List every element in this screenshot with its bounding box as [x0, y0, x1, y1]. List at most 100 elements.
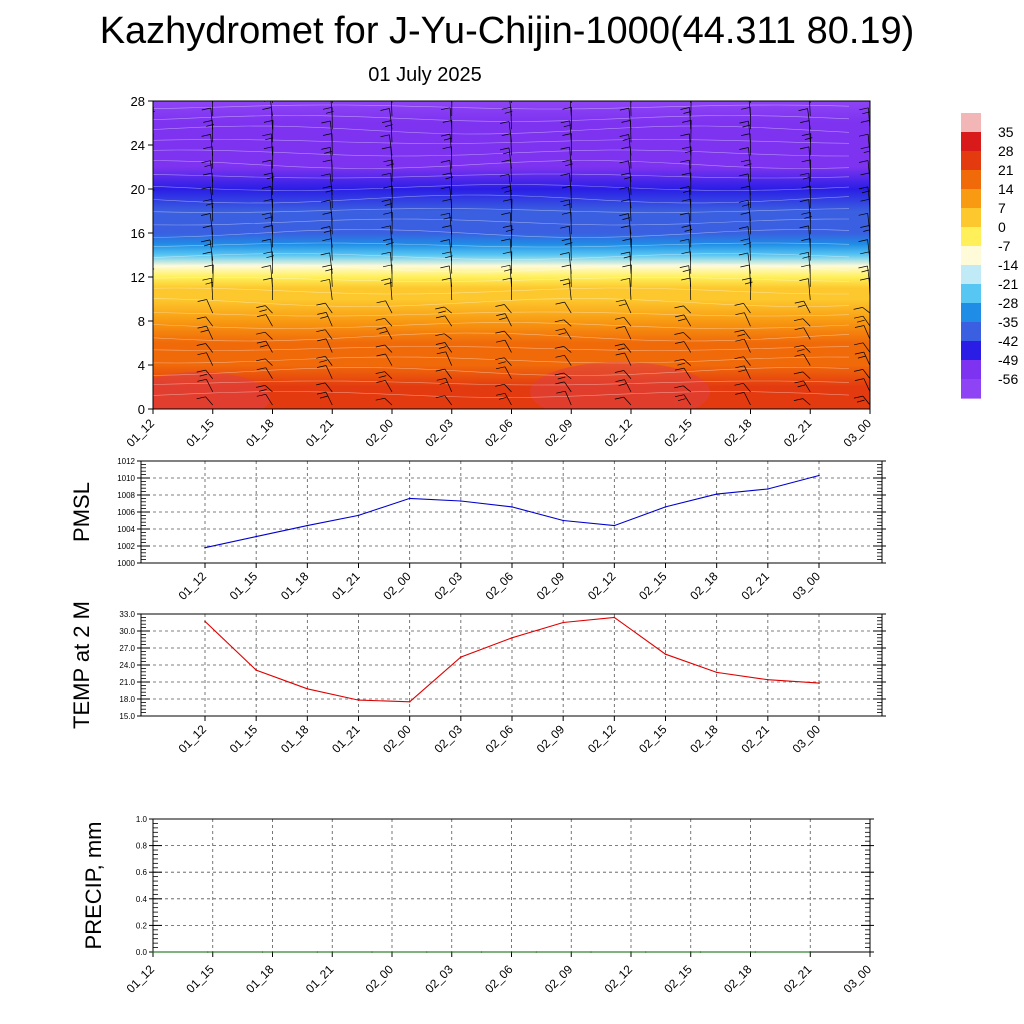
wind-barb [383, 185, 393, 209]
wind-barb [562, 133, 572, 156]
wind-barb [256, 305, 273, 314]
wind-barb [376, 380, 393, 393]
contour-line [153, 287, 849, 295]
wind-barb [499, 147, 512, 169]
colorbar-label: -35 [998, 314, 1018, 330]
wind-barb [801, 133, 813, 156]
contour-line [153, 149, 850, 157]
wind-barb [556, 390, 572, 406]
wind-barb [801, 238, 811, 261]
wind-barb [197, 325, 214, 340]
wind-barb [674, 305, 691, 314]
wind-barb [381, 199, 393, 222]
colorbar-swatch [961, 208, 981, 228]
wind-barb [261, 186, 273, 209]
wind-barb [799, 225, 811, 248]
wind-barb [495, 366, 512, 379]
wind-barb [560, 146, 572, 169]
wind-barb [622, 238, 632, 261]
wind-barb [681, 172, 692, 195]
y-tick-label: 15.0 [119, 712, 135, 721]
wind-barb [256, 393, 273, 406]
colorbar-label: 21 [998, 162, 1014, 178]
y-tick-label: 1.0 [136, 815, 148, 824]
wind-barb [853, 307, 870, 314]
wind-barb [853, 395, 870, 406]
wind-barb [794, 353, 811, 366]
wind-barb [615, 379, 632, 393]
x-tick-label: 02_06 [482, 962, 516, 996]
series-point [818, 682, 820, 684]
wind-barb [735, 312, 751, 327]
y-tick-label: 20 [131, 182, 145, 197]
wind-barb [734, 356, 751, 366]
y-tick-label: 1012 [117, 457, 135, 466]
wind-barb [201, 186, 214, 209]
wind-barb [675, 341, 692, 353]
wind-barb [680, 159, 692, 182]
wind-barb [562, 159, 573, 182]
y-tick-label: 28 [131, 94, 145, 109]
series-point [306, 688, 309, 690]
wind-barb [735, 338, 751, 353]
x-tick-label: 02_03 [422, 962, 456, 996]
wind-barb [619, 186, 632, 209]
series-point [152, 951, 154, 953]
wind-barb [798, 108, 811, 130]
contour-line [153, 356, 850, 364]
wind-barb [809, 101, 811, 117]
wind-barb [212, 101, 214, 117]
contour-line [153, 184, 850, 191]
wind-barb [620, 251, 632, 274]
wind-barb [435, 368, 453, 379]
wind-barb [854, 378, 870, 393]
wind-barb [502, 198, 513, 222]
x-tick-label: 01_15 [183, 416, 217, 450]
y-axis-label: TEMP at 2 M [69, 601, 94, 729]
wind-barb [256, 367, 273, 379]
x-tick-label: 01_18 [243, 416, 277, 450]
wind-barb [153, 159, 154, 182]
wind-barb [674, 332, 691, 340]
contour-line [153, 139, 850, 144]
wind-barb [809, 101, 811, 104]
contour-line [153, 277, 850, 282]
x-tick-label: 01_21 [303, 962, 337, 996]
x-tick-label: 01_15 [183, 962, 217, 996]
wind-barb [440, 212, 453, 235]
wind-barb [263, 120, 274, 143]
y-tick-label: 24 [131, 138, 145, 153]
y-tick-label: 1004 [117, 525, 135, 534]
contour-line [153, 125, 850, 135]
x-tick-label: 02_15 [636, 722, 670, 756]
series-point [809, 951, 811, 953]
wind-barb [442, 120, 453, 143]
wind-barb [854, 342, 870, 353]
wind-barb [555, 328, 572, 340]
wind-barb [436, 377, 453, 393]
y-tick-label: 27.0 [119, 644, 135, 653]
wind-barb [383, 159, 395, 182]
y-tick-label: 0.2 [136, 921, 148, 930]
wind-barb [256, 331, 273, 340]
x-tick-label: 01_12 [124, 962, 158, 996]
wind-barb [560, 252, 572, 274]
y-tick-label: 1000 [117, 559, 135, 568]
y-tick-label: 21.0 [119, 678, 135, 687]
x-tick-label: 02_18 [687, 722, 721, 756]
wind-barb [619, 160, 632, 182]
wind-barb [615, 352, 632, 366]
series-point [664, 653, 667, 655]
wind-barb [375, 371, 393, 379]
precip-panel: 0.0 0.2 0.4 0.6 0.8 1.0 01_12 01_15 01_18 01_21 02… [81, 815, 874, 996]
y-tick-label: 1006 [117, 508, 135, 517]
contour-line [153, 115, 850, 122]
wind-barb [201, 134, 214, 156]
wind-barb [316, 329, 333, 340]
x-tick-label: 02_15 [636, 569, 670, 603]
x-tick-label: 03_00 [841, 962, 875, 996]
wind-barb [511, 101, 512, 104]
wind-barb [630, 101, 632, 117]
wind-barb [375, 397, 393, 406]
x-tick-label: 02_12 [585, 722, 619, 756]
